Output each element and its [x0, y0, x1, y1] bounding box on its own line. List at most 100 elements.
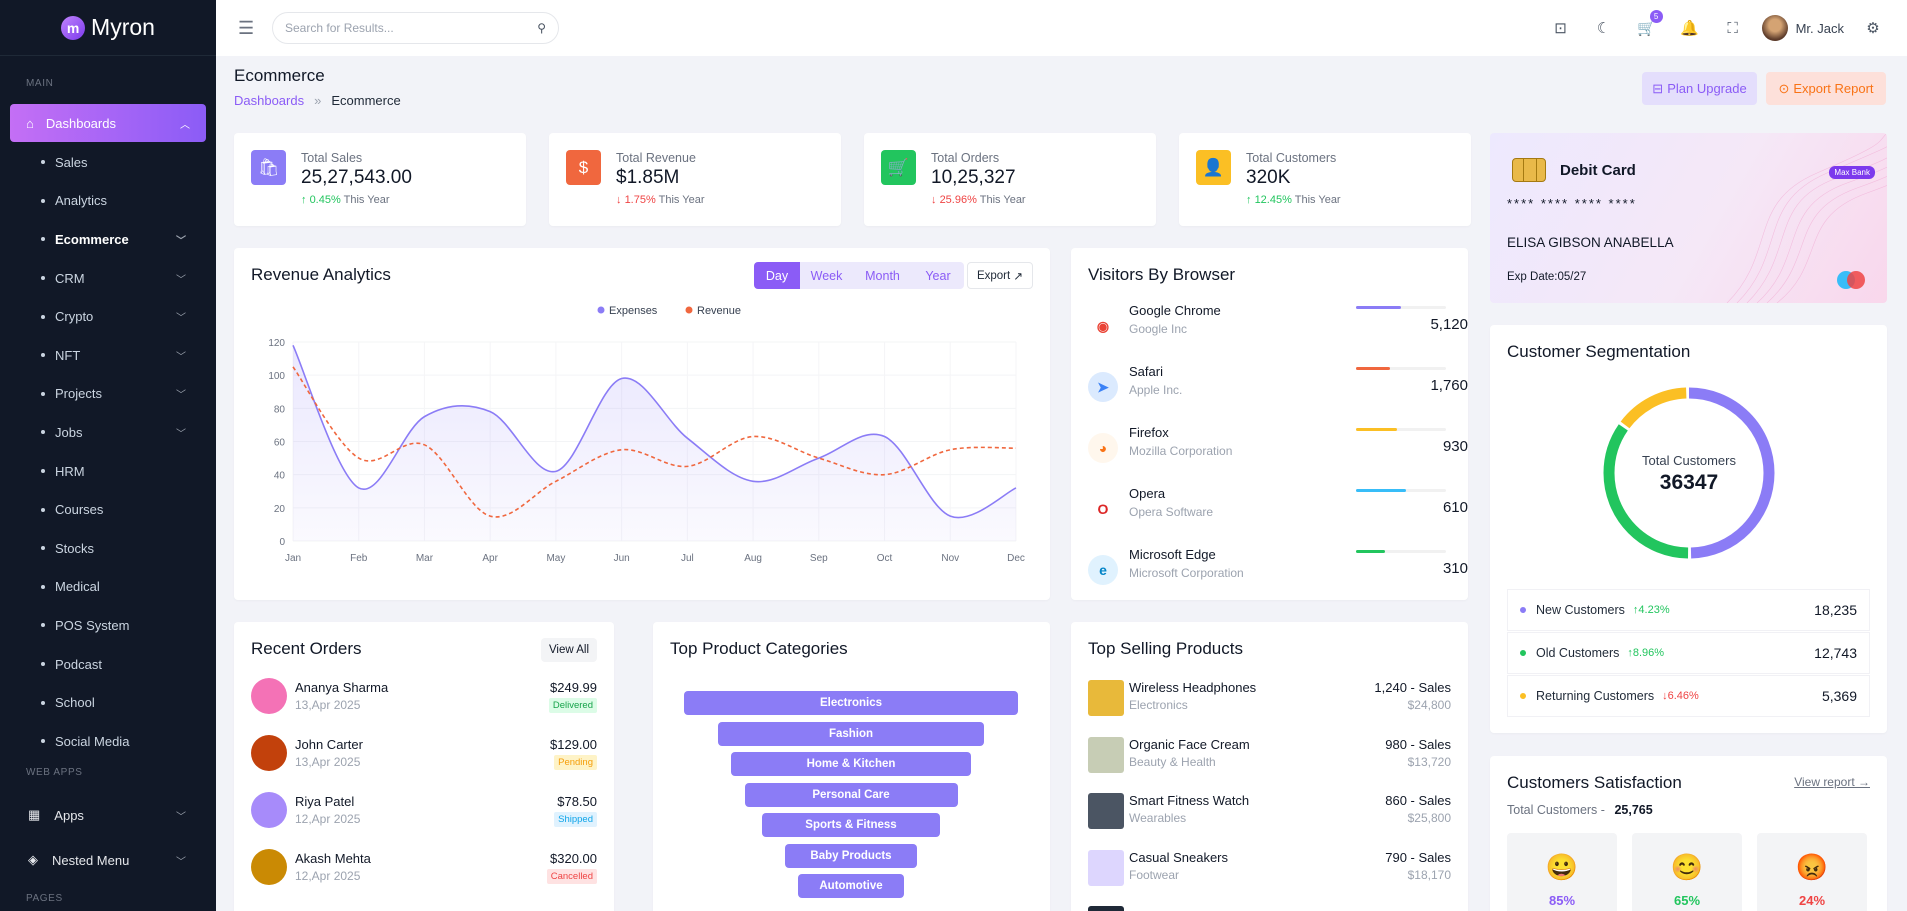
revenue-analytics-card: Revenue Analytics Day Week Month Year Ex… — [234, 248, 1050, 600]
sidebar-item-stocks[interactable]: Stocks — [0, 529, 216, 568]
progress-bar — [1356, 367, 1446, 370]
category-bar[interactable]: Automotive — [798, 874, 904, 898]
tab-month[interactable]: Month — [853, 262, 912, 289]
breadcrumb-current: Ecommerce — [331, 93, 401, 108]
product-name: Casual Sneakers — [1129, 849, 1228, 865]
legend-label: Revenue — [697, 305, 741, 317]
export-report-label: Export Report — [1793, 81, 1874, 96]
order-price: $320.00 — [550, 851, 597, 866]
browser-company: Google Inc — [1129, 322, 1188, 336]
tab-year[interactable]: Year — [912, 262, 964, 289]
stat-value: 10,25,327 — [931, 167, 1016, 188]
sidebar-item-projects[interactable]: Projects ﹀ — [0, 375, 216, 414]
legend-label: Expenses — [609, 305, 658, 317]
export-report-button[interactable]: ⊙ Export Report — [1766, 72, 1886, 105]
product-sales: 1,240 - Sales — [1374, 680, 1451, 695]
stat-label: Total Customers — [1246, 151, 1337, 165]
sidebar-item-nft[interactable]: NFT ﹀ — [0, 336, 216, 375]
bell-icon[interactable]: 🔔 — [1680, 20, 1699, 37]
product-category: Footwear — [1129, 867, 1180, 882]
y-tick-label: 80 — [274, 404, 286, 415]
browser-row: ◕ Firefox Mozilla Corporation 930 — [1088, 425, 1468, 475]
sidebar-item-label: Jobs — [55, 424, 83, 440]
category-bar[interactable]: Home & Kitchen — [731, 752, 971, 776]
translate-icon[interactable]: ⊡ — [1554, 20, 1567, 37]
search-input[interactable]: Search for Results... ⚲ — [272, 12, 559, 44]
sidebar-item-podcast[interactable]: Podcast — [0, 645, 216, 684]
header-actions: ⊡ ☾ 🛒 5 🔔 ⛶ Mr. Jack ⚙ — [1547, 10, 1887, 42]
moon-icon[interactable]: ☾ — [1596, 20, 1611, 37]
category-bar[interactable]: Baby Products — [785, 843, 917, 868]
chevron-down-icon: ﹀ — [176, 856, 186, 868]
user-menu[interactable]: Mr. Jack — [1761, 15, 1844, 41]
layers-icon: ◈ — [28, 852, 38, 867]
tab-day[interactable]: Day — [754, 262, 800, 289]
y-tick-label: 20 — [274, 504, 286, 515]
tab-week[interactable]: Week — [800, 262, 853, 289]
top-header: ☰ Search for Results... ⚲ ⊡ ☾ 🛒 5 🔔 ⛶ Mr.… — [216, 0, 1907, 56]
category-bar[interactable]: Personal Care — [744, 782, 958, 807]
browser-row: e Microsoft Edge Microsoft Corporation 310 — [1088, 547, 1468, 597]
sidebar-item-school[interactable]: School — [0, 683, 216, 722]
card-expiry: Exp Date:05/27 — [1507, 271, 1587, 283]
fullscreen-icon[interactable]: ⛶ — [1727, 19, 1738, 37]
cart-icon[interactable]: 🛒 5 — [1633, 10, 1663, 42]
progress-bar — [1356, 306, 1446, 309]
card-title: Visitors By Browser — [1088, 265, 1236, 284]
debit-card[interactable]: Debit Card Max Bank **** **** **** **** … — [1490, 133, 1887, 303]
browser-company: Opera Software — [1129, 505, 1214, 519]
donut-slice — [1603, 387, 1775, 559]
customer-name: John Carter — [295, 737, 363, 752]
chevron-down-icon: ﹀ — [176, 235, 186, 247]
stat-label: Total Revenue — [616, 151, 696, 165]
sidebar-item-hrm[interactable]: HRM — [0, 452, 216, 491]
user-icon: 👤 — [1196, 150, 1231, 185]
brand[interactable]: m Myron — [0, 0, 216, 56]
edge-icon: e — [1088, 555, 1118, 585]
sidebar-item-medical[interactable]: Medical — [0, 568, 216, 607]
browser-name: Safari — [1129, 364, 1163, 379]
order-date: 13,Apr 2025 — [295, 755, 361, 769]
stat-trend: ↓ 25.96% This Year — [931, 194, 1026, 206]
sidebar-item-social-media[interactable]: Social Media — [0, 722, 216, 761]
sidebar-item-analytics[interactable]: Analytics — [0, 182, 216, 221]
sidebar-item-nested-menu[interactable]: ◈ Nested Menu ﹀ — [0, 838, 216, 883]
sidebar-item-jobs[interactable]: Jobs ﹀ — [0, 413, 216, 452]
chevron-down-icon: ﹀ — [176, 313, 186, 325]
y-tick-label: 100 — [268, 371, 285, 382]
sidebar-item-crm[interactable]: CRM ﹀ — [0, 259, 216, 298]
upgrade-icon: ⊟ — [1652, 80, 1664, 96]
top-categories-card: Top Product Categories Electronics Fashio… — [653, 622, 1050, 911]
sidebar-item-courses[interactable]: Courses — [0, 490, 216, 529]
cart-badge: 5 — [1649, 10, 1663, 23]
category-bar[interactable]: Fashion — [718, 721, 984, 746]
menu-toggle-icon[interactable]: ☰ — [238, 18, 255, 38]
plan-upgrade-button[interactable]: ⊟ Plan Upgrade — [1642, 72, 1757, 105]
export-button[interactable]: Export ↗ — [967, 262, 1033, 289]
sidebar-item-ecommerce[interactable]: Ecommerce ﹀ — [0, 220, 216, 259]
category-bar[interactable]: Sports & Fitness — [762, 813, 940, 837]
sidebar-item-dashboards[interactable]: ⌂ Dashboards ︿ — [10, 104, 206, 142]
sidebar-item-crypto[interactable]: Crypto ﹀ — [0, 297, 216, 336]
x-tick-label: Aug — [744, 553, 762, 564]
breadcrumb-link[interactable]: Dashboards — [234, 93, 305, 108]
browser-row: ◉ Google Chrome Google Inc 5,120 — [1088, 303, 1468, 353]
safari-icon: ➤ — [1088, 372, 1118, 402]
x-tick-label: Nov — [941, 553, 959, 564]
browser-company: Apple Inc. — [1129, 383, 1183, 397]
gear-icon[interactable]: ⚙ — [1866, 20, 1880, 37]
product-name: Wireless Headphones — [1129, 680, 1257, 695]
sidebar-item-apps[interactable]: ▦ Apps ﹀ — [0, 793, 216, 838]
sidebar-item-pos-system[interactable]: POS System — [0, 606, 216, 645]
trend-period: This Year — [343, 194, 390, 206]
category-bar[interactable]: Electronics — [684, 691, 1018, 715]
chevron-down-icon: ﹀ — [176, 390, 186, 402]
product-sales: 860 - Sales — [1385, 793, 1451, 808]
view-report-link[interactable]: View report → — [1794, 775, 1870, 789]
sidebar-item-sales[interactable]: Sales — [0, 143, 216, 182]
stat-card: 🛒 Total Orders 10,25,327 ↓ 25.96% This Year — [864, 133, 1156, 226]
section-label-webapps: WEB APPS — [26, 766, 83, 778]
browser-name: Opera — [1129, 486, 1166, 501]
chevron-up-icon: ︿ — [180, 119, 190, 131]
view-all-button[interactable]: View All — [540, 638, 597, 662]
